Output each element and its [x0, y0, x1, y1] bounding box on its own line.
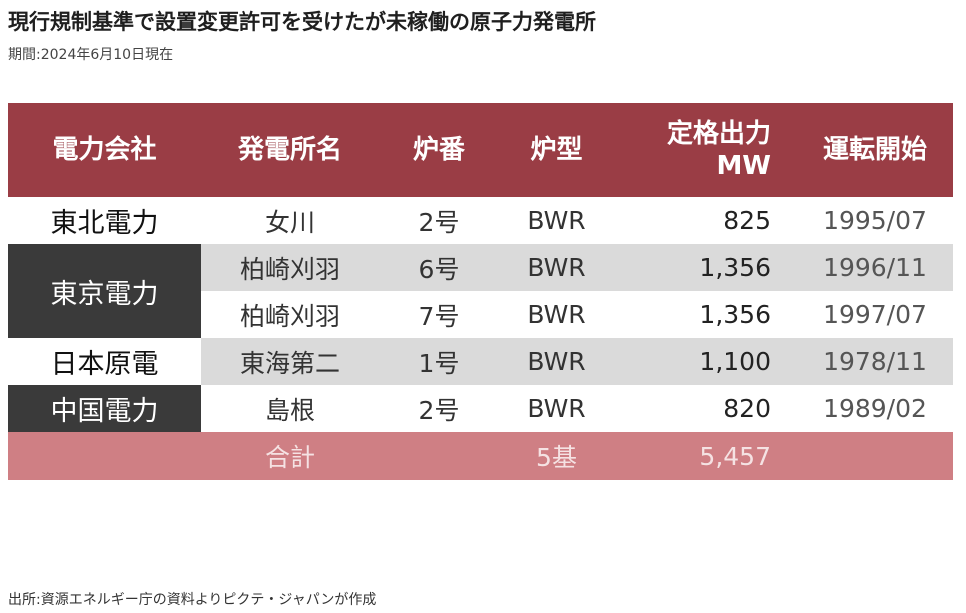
header-capacity-unit: MW [716, 151, 771, 181]
table-body: 東北電力 女川 2号 BWR 825 1995/07 東京電力 柏崎刈羽 6号 … [8, 197, 953, 480]
company-cell: 東京電力 [8, 244, 201, 338]
total-label: 合計 [201, 432, 379, 480]
capacity-cell: 1,356 [614, 244, 797, 291]
start-cell: 1995/07 [797, 197, 953, 244]
nuclear-plants-table: 電力会社 発電所名 炉番 炉型 定格出力 MW 運転開始 東北電力 女川 2号 B… [8, 103, 953, 480]
header-plant: 発電所名 [237, 134, 342, 165]
date-note: 期間:2024年6月10日現在 [8, 47, 174, 63]
capacity-cell: 1,356 [614, 291, 797, 338]
table-row: 東京電力 柏崎刈羽 6号 BWR 1,356 1996/11 [8, 244, 953, 338]
table-row: 中国電力 島根 2号 BWR 820 1989/02 [8, 385, 953, 432]
unit-cell: 2号 [379, 385, 499, 432]
company-cell: 東北電力 [8, 197, 201, 244]
plant-cell: 柏崎刈羽 [201, 244, 379, 291]
header-capacity: 定格出力 MW [614, 103, 797, 197]
table-row: 日本原電 東海第二 1号 BWR 1,100 1978/11 [8, 338, 953, 385]
unit-cell: 1号 [379, 338, 499, 385]
start-cell: 1989/02 [797, 385, 953, 432]
unit-cell: 7号 [379, 291, 499, 338]
plant-cell: 東海第二 [201, 338, 379, 385]
capacity-cell: 820 [614, 385, 797, 432]
header-company: 電力会社 [52, 134, 157, 165]
plant-cell: 柏崎刈羽 [201, 291, 379, 338]
header-capacity-label: 定格出力 [666, 118, 771, 149]
header-start: 運転開始 [822, 134, 927, 165]
start-cell: 1996/11 [797, 244, 953, 291]
start-cell: 1997/07 [797, 291, 953, 338]
total-empty-cell [379, 432, 499, 480]
table-header: 電力会社 発電所名 炉番 炉型 定格出力 MW 運転開始 [8, 103, 953, 197]
company-cell: 日本原電 [8, 338, 201, 385]
capacity-cell: 825 [614, 197, 797, 244]
total-empty-cell [797, 432, 953, 480]
plant-cell: 女川 [201, 197, 379, 244]
total-empty-cell [8, 432, 201, 480]
total-row: 合計 5基 5,457 [8, 432, 953, 480]
company-cell: 中国電力 [8, 385, 201, 432]
page-title: 現行規制基準で設置変更許可を受けたが未稼働の原子力発電所 [8, 10, 596, 34]
reactor-type-cell: BWR [499, 338, 614, 385]
reactor-type-cell: BWR [499, 244, 614, 291]
reactor-type-cell: BWR [499, 291, 614, 338]
header-row: 電力会社 発電所名 炉番 炉型 定格出力 MW 運転開始 [8, 103, 953, 197]
header-unit: 炉番 [412, 134, 465, 165]
reactor-type-cell: BWR [499, 197, 614, 244]
reactor-type-cell: BWR [499, 385, 614, 432]
unit-cell: 2号 [379, 197, 499, 244]
source-note: 出所:資源エネルギー庁の資料よりピクテ・ジャパンが作成 [8, 592, 377, 608]
capacity-cell: 1,100 [614, 338, 797, 385]
plant-cell: 島根 [201, 385, 379, 432]
start-cell: 1978/11 [797, 338, 953, 385]
table-row: 柏崎刈羽 7号 BWR 1,356 1997/07 [8, 291, 953, 338]
total-capacity: 5,457 [614, 432, 797, 480]
table-row: 東北電力 女川 2号 BWR 825 1995/07 [8, 197, 953, 244]
unit-cell: 6号 [379, 244, 499, 291]
total-count: 5基 [499, 432, 614, 480]
header-reactor-type: 炉型 [530, 134, 583, 165]
